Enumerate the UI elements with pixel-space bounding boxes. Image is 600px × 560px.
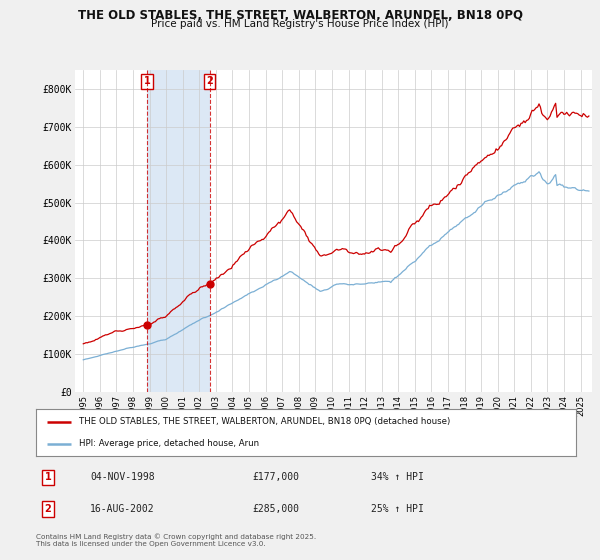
- Text: 2: 2: [44, 504, 51, 514]
- Text: HPI: Average price, detached house, Arun: HPI: Average price, detached house, Arun: [79, 439, 259, 448]
- Text: £285,000: £285,000: [252, 504, 299, 514]
- Text: Price paid vs. HM Land Registry's House Price Index (HPI): Price paid vs. HM Land Registry's House …: [151, 19, 449, 29]
- Text: Contains HM Land Registry data © Crown copyright and database right 2025.
This d: Contains HM Land Registry data © Crown c…: [36, 533, 316, 547]
- Text: 16-AUG-2002: 16-AUG-2002: [90, 504, 155, 514]
- Text: THE OLD STABLES, THE STREET, WALBERTON, ARUNDEL, BN18 0PQ (detached house): THE OLD STABLES, THE STREET, WALBERTON, …: [79, 417, 451, 426]
- Text: THE OLD STABLES, THE STREET, WALBERTON, ARUNDEL, BN18 0PQ: THE OLD STABLES, THE STREET, WALBERTON, …: [77, 9, 523, 22]
- Bar: [147, 70, 209, 392]
- Text: 34% ↑ HPI: 34% ↑ HPI: [371, 473, 424, 483]
- Text: 04-NOV-1998: 04-NOV-1998: [90, 473, 155, 483]
- Text: 1: 1: [144, 76, 151, 86]
- Text: 2: 2: [206, 76, 213, 86]
- Text: £177,000: £177,000: [252, 473, 299, 483]
- Text: 25% ↑ HPI: 25% ↑ HPI: [371, 504, 424, 514]
- Text: 1: 1: [44, 473, 51, 483]
